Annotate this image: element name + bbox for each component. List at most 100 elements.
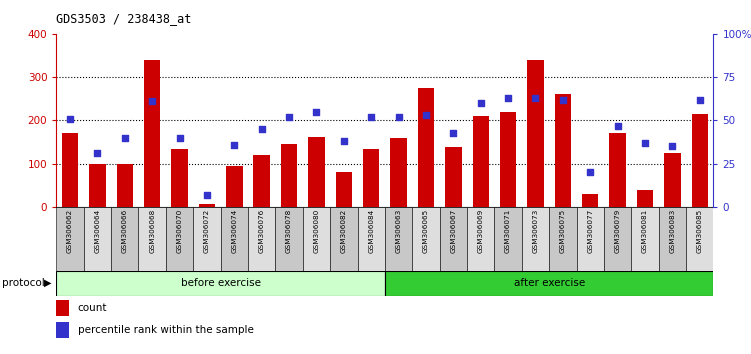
Bar: [637, 190, 653, 207]
Point: [529, 95, 541, 101]
Point: [639, 140, 651, 146]
Text: GSM306064: GSM306064: [95, 209, 101, 253]
Bar: [303, 207, 330, 271]
Bar: [500, 112, 517, 207]
Text: GSM306072: GSM306072: [204, 209, 210, 253]
Text: count: count: [77, 303, 107, 313]
Point: [502, 95, 514, 101]
Bar: [385, 207, 412, 271]
Bar: [494, 207, 522, 271]
Text: GSM306076: GSM306076: [258, 209, 264, 253]
Text: percentile rank within the sample: percentile rank within the sample: [77, 325, 254, 335]
Point: [228, 142, 240, 148]
Bar: [522, 207, 549, 271]
Bar: [226, 166, 243, 207]
Bar: [83, 207, 111, 271]
Point: [146, 98, 158, 104]
Bar: [281, 144, 297, 207]
Bar: [604, 207, 632, 271]
Bar: [111, 207, 138, 271]
Point: [255, 126, 267, 132]
Text: GSM306085: GSM306085: [697, 209, 703, 253]
Bar: [336, 172, 352, 207]
Point: [694, 97, 706, 102]
Bar: [193, 207, 221, 271]
Text: ▶: ▶: [44, 278, 51, 288]
Bar: [308, 137, 324, 207]
Bar: [472, 116, 489, 207]
Bar: [221, 207, 248, 271]
Bar: [555, 95, 571, 207]
Point: [393, 114, 405, 120]
Point: [448, 130, 460, 135]
Point: [92, 150, 104, 156]
Bar: [166, 207, 193, 271]
Text: GSM306079: GSM306079: [614, 209, 620, 253]
Bar: [56, 321, 70, 338]
Point: [173, 135, 185, 141]
Point: [666, 144, 678, 149]
Point: [365, 114, 377, 120]
Bar: [527, 59, 544, 207]
Bar: [418, 88, 434, 207]
Bar: [56, 300, 70, 316]
Text: GSM306063: GSM306063: [396, 209, 402, 253]
Point: [310, 109, 322, 115]
Text: GDS3503 / 238438_at: GDS3503 / 238438_at: [56, 12, 192, 25]
Bar: [664, 153, 680, 207]
Bar: [632, 207, 659, 271]
Point: [475, 100, 487, 106]
Text: GSM306069: GSM306069: [478, 209, 484, 253]
Bar: [439, 207, 467, 271]
Text: GSM306075: GSM306075: [559, 209, 566, 253]
Bar: [330, 207, 357, 271]
Bar: [171, 149, 188, 207]
Text: GSM306074: GSM306074: [231, 209, 237, 253]
Bar: [609, 133, 626, 207]
Bar: [692, 114, 708, 207]
Text: GSM306071: GSM306071: [505, 209, 511, 253]
Bar: [686, 207, 713, 271]
Text: GSM306070: GSM306070: [176, 209, 182, 253]
Bar: [577, 207, 604, 271]
Text: GSM306068: GSM306068: [149, 209, 155, 253]
Text: protocol: protocol: [2, 278, 44, 288]
Bar: [445, 147, 462, 207]
Bar: [89, 164, 106, 207]
Bar: [467, 207, 494, 271]
Bar: [659, 207, 686, 271]
Point: [119, 135, 131, 141]
Text: after exercise: after exercise: [514, 278, 585, 288]
Bar: [253, 155, 270, 207]
Bar: [363, 149, 379, 207]
Bar: [357, 207, 385, 271]
Bar: [56, 271, 385, 296]
Point: [338, 138, 350, 144]
Point: [201, 192, 213, 198]
Bar: [138, 207, 166, 271]
Text: GSM306084: GSM306084: [368, 209, 374, 253]
Point: [611, 123, 623, 129]
Point: [556, 97, 569, 102]
Text: GSM306080: GSM306080: [313, 209, 319, 253]
Text: GSM306067: GSM306067: [451, 209, 457, 253]
Bar: [385, 271, 713, 296]
Text: GSM306066: GSM306066: [122, 209, 128, 253]
Bar: [412, 207, 439, 271]
Text: GSM306083: GSM306083: [669, 209, 675, 253]
Point: [584, 170, 596, 175]
Bar: [248, 207, 276, 271]
Bar: [549, 207, 577, 271]
Bar: [582, 194, 599, 207]
Bar: [391, 138, 407, 207]
Text: GSM306078: GSM306078: [286, 209, 292, 253]
Bar: [199, 204, 215, 207]
Bar: [62, 133, 78, 207]
Bar: [144, 59, 161, 207]
Point: [420, 112, 432, 118]
Text: GSM306062: GSM306062: [67, 209, 73, 253]
Text: GSM306065: GSM306065: [423, 209, 429, 253]
Bar: [116, 164, 133, 207]
Point: [283, 114, 295, 120]
Text: GSM306082: GSM306082: [341, 209, 347, 253]
